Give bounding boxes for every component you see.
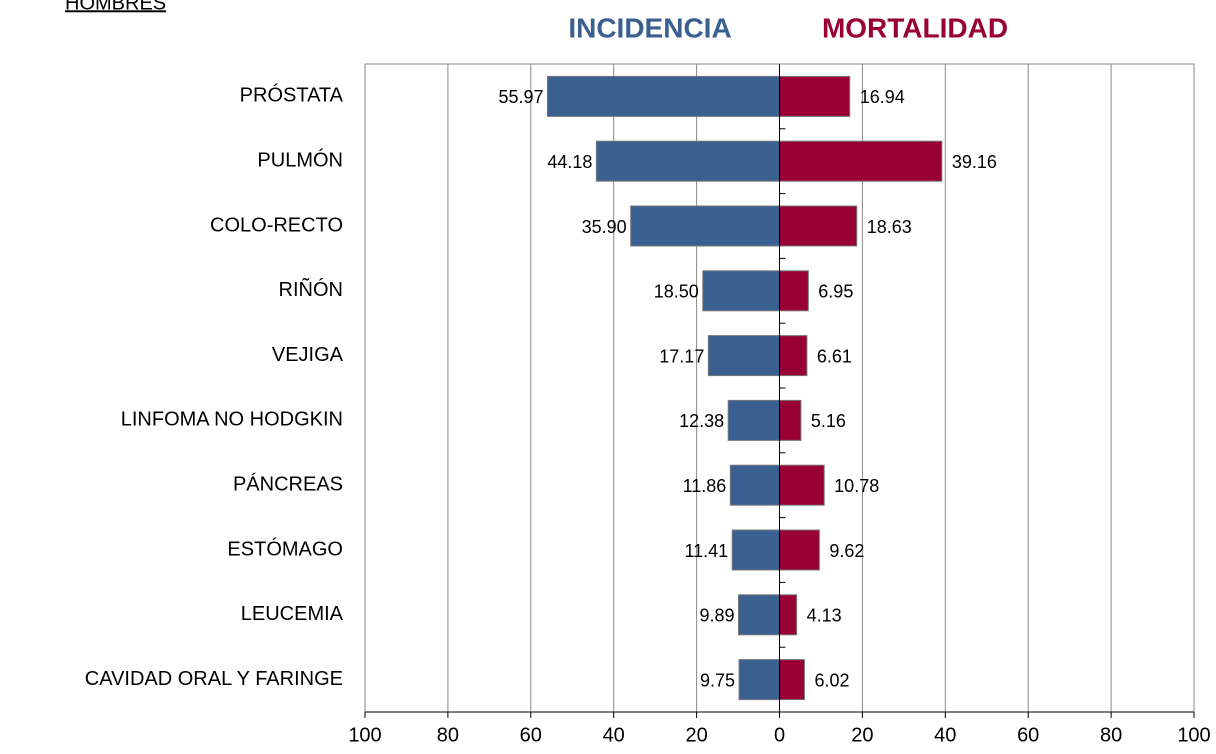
bar (702, 270, 781, 312)
value-label: 4.13 (807, 606, 842, 626)
x-tick-label: 40 (934, 724, 956, 746)
category-label: LEUCEMIA (241, 603, 344, 625)
value-label: 11.41 (684, 541, 728, 561)
bar (779, 594, 798, 636)
bar (729, 464, 780, 506)
x-tick-label: 80 (1100, 724, 1122, 746)
category-label: PÁNCREAS (233, 472, 343, 495)
category-label: ESTÓMAGO (227, 537, 343, 560)
bar (779, 399, 802, 441)
bar (630, 205, 781, 247)
value-label: 11.86 (683, 476, 727, 496)
x-tick-label: 20 (685, 724, 707, 746)
value-label: 55.97 (498, 87, 543, 107)
bar (779, 659, 805, 701)
bar (779, 140, 943, 182)
category-label: CAVIDAD ORAL Y FARINGE (85, 668, 343, 690)
bar (738, 659, 780, 701)
series-title: INCIDENCIA (568, 12, 731, 43)
value-label: 6.95 (818, 282, 853, 302)
value-label: 35.90 (582, 217, 627, 237)
value-label: 12.38 (679, 411, 724, 431)
bar (738, 594, 780, 636)
value-label: 17.17 (659, 346, 704, 366)
value-label: 6.02 (814, 670, 849, 690)
value-label: 16.94 (860, 87, 905, 107)
x-tick-label: 0 (774, 724, 785, 746)
bar (779, 335, 808, 377)
bar (595, 140, 780, 182)
bar (779, 464, 825, 506)
x-tick-label: 60 (1017, 724, 1039, 746)
bar (779, 75, 851, 117)
value-label: 5.16 (811, 411, 846, 431)
x-tick-label: 100 (1177, 724, 1210, 746)
x-tick-label: 60 (520, 724, 542, 746)
value-label: 9.75 (700, 670, 735, 690)
bar (779, 529, 820, 571)
x-tick-label: 40 (603, 724, 625, 746)
value-label: 10.78 (834, 476, 879, 496)
x-tick-label: 100 (348, 724, 381, 746)
x-tick-label: 20 (851, 724, 873, 746)
category-label: PRÓSTATA (240, 84, 344, 107)
bar (731, 529, 781, 571)
value-label: 44.18 (547, 152, 592, 172)
chart-title: HOMBRES (65, 0, 166, 14)
category-label: PULMÓN (257, 148, 343, 171)
category-label: LINFOMA NO HODGKIN (121, 409, 343, 431)
value-label: 9.89 (699, 606, 734, 626)
bar (779, 205, 858, 247)
bar (707, 335, 780, 377)
category-label: VEJIGA (272, 344, 344, 366)
bar (727, 399, 780, 441)
value-label: 9.62 (829, 541, 864, 561)
value-label: 18.63 (867, 217, 912, 237)
series-title: MORTALIDAD (822, 12, 1008, 43)
category-label: RIÑÓN (279, 277, 343, 301)
x-tick-label: 80 (437, 724, 459, 746)
value-label: 39.16 (952, 152, 997, 172)
bar (547, 75, 780, 117)
value-label: 6.61 (817, 346, 852, 366)
category-label: COLO-RECTO (210, 214, 343, 236)
value-label: 18.50 (654, 282, 699, 302)
bar (779, 270, 809, 312)
